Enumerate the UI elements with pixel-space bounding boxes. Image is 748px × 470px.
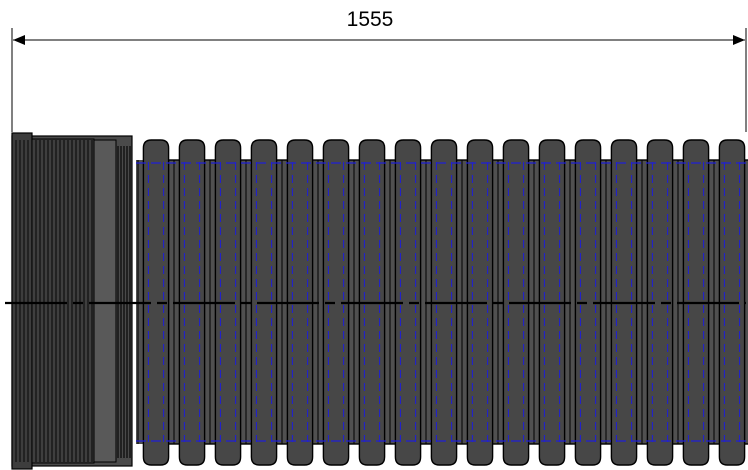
socket-ribs (15, 140, 93, 462)
overall-length-dimension-label: 1555 (346, 8, 394, 31)
corrugation-crest (142, 139, 170, 466)
socket-sleeve (31, 138, 95, 464)
pipe-socket (11, 132, 133, 470)
corrugation-crest (394, 139, 422, 466)
socket-rim (11, 132, 33, 470)
socket-collar (93, 139, 117, 463)
dimension-annotation (11, 28, 747, 132)
corrugation-crest (646, 139, 674, 466)
